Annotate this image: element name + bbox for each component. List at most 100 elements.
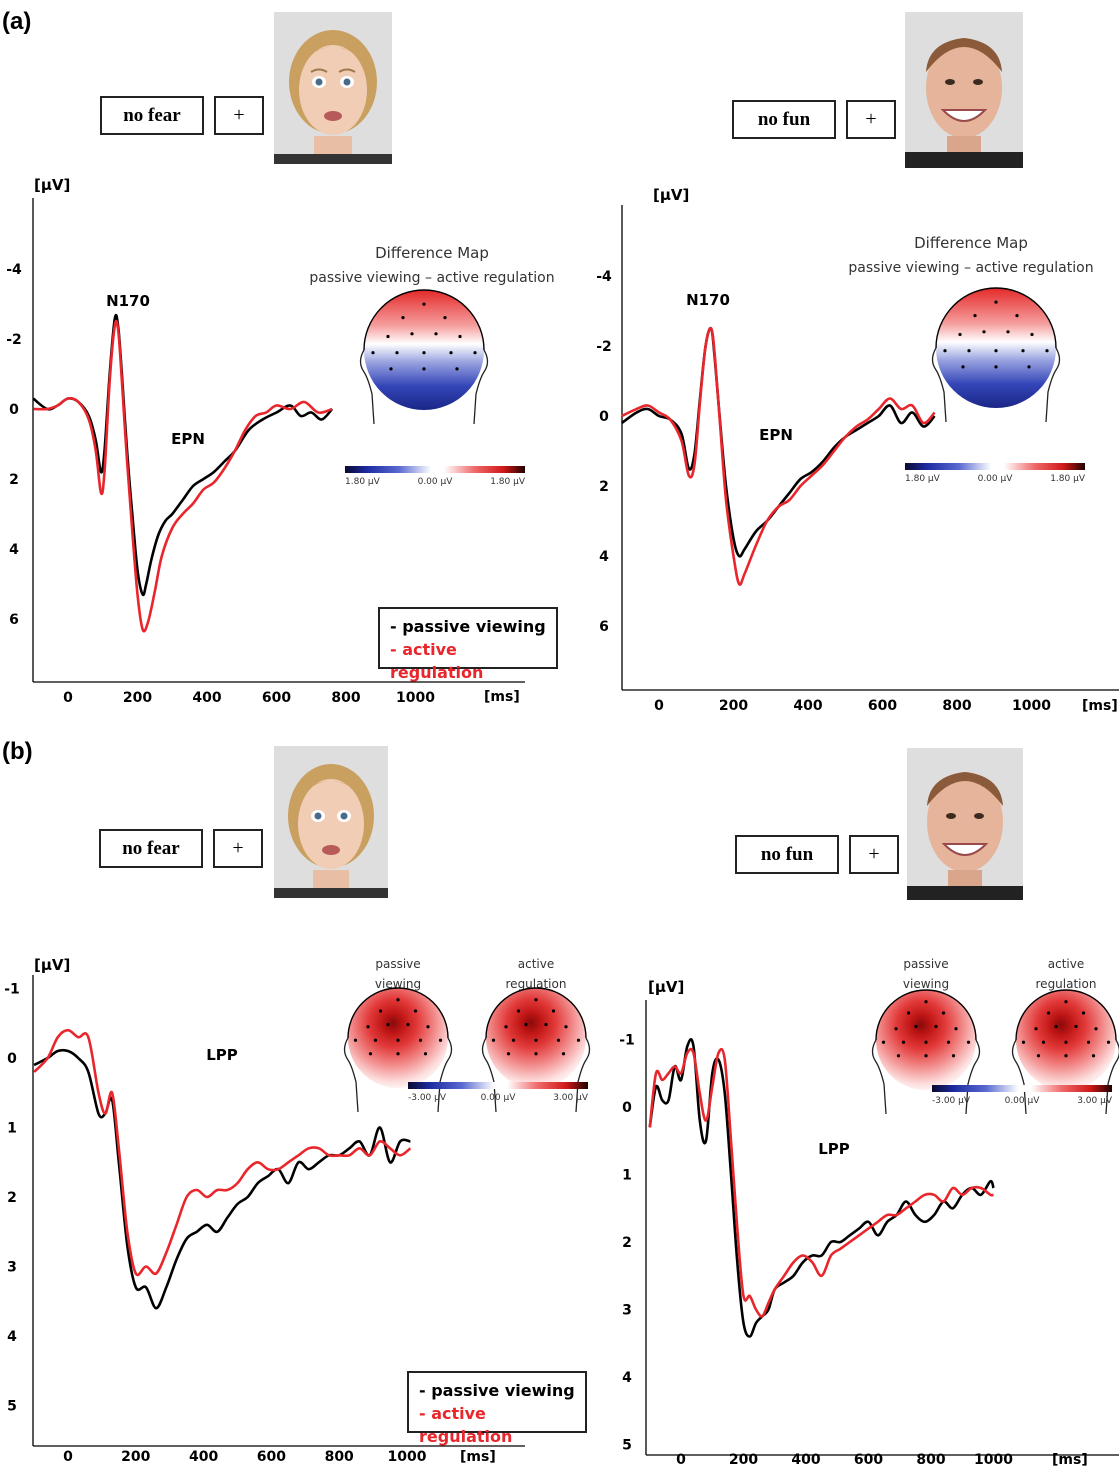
electrode-dot <box>378 1009 383 1013</box>
electrode-dot <box>994 349 998 353</box>
electrode-dot <box>353 1038 358 1042</box>
colorbar-tick-label: -3.00 µV <box>408 1093 447 1103</box>
map-label: passive <box>903 957 948 971</box>
x-tick-label: 0 <box>676 1452 686 1467</box>
electrode-dot <box>1064 1040 1068 1044</box>
y-tick-label: 6 <box>9 612 19 628</box>
electrode-dot <box>1094 1027 1098 1031</box>
ear-right <box>575 1037 591 1113</box>
difference-map-subtitle: passive viewing – active regulation <box>309 270 554 286</box>
scalp-topography <box>931 287 1061 423</box>
head-outline <box>935 287 1057 349</box>
electrode-dot <box>881 1040 886 1044</box>
head-outline <box>875 989 977 1041</box>
legend-active-label: - active regulation <box>390 640 484 682</box>
electrode-dot <box>564 1025 568 1029</box>
x-tick-label: 200 <box>123 690 152 706</box>
colorbar-tick-label: 1.80 µV <box>490 477 526 487</box>
x-tick-label: 600 <box>868 698 897 714</box>
electrode-dot <box>576 1038 581 1042</box>
electrode-dot <box>413 1009 418 1013</box>
electrode-dot <box>422 367 426 371</box>
y-tick-label: 5 <box>622 1438 632 1454</box>
electrode-dot <box>410 332 414 336</box>
ear-right <box>473 349 489 425</box>
electrode-dot <box>1021 349 1025 353</box>
electrode-dot <box>504 1025 508 1029</box>
electrode-dot <box>438 1038 443 1042</box>
ear-right <box>965 1039 981 1115</box>
x-tick-label: 0 <box>63 1449 73 1465</box>
legend-a: - passive viewing - active regulation <box>378 607 558 682</box>
map-label: passive <box>375 957 420 971</box>
electrode-dot <box>1021 1040 1026 1044</box>
scalp-topography <box>1011 989 1119 1115</box>
electrode-dot <box>901 1040 906 1044</box>
electrode-dot <box>946 1040 951 1044</box>
electrode-dot <box>943 349 947 353</box>
electrode-dot <box>396 1038 400 1042</box>
y-tick-label: 2 <box>599 479 609 495</box>
colorbar-tick-label: 3.00 µV <box>553 1093 589 1103</box>
electrode-dot <box>967 349 971 353</box>
electrode-dot <box>994 365 998 369</box>
series-line-passive <box>33 1048 411 1310</box>
ear-left <box>1011 1039 1027 1115</box>
ear-left <box>343 1037 359 1113</box>
y-tick-label: -4 <box>6 262 22 278</box>
electrode-dot <box>982 330 986 334</box>
x-tick-label: 400 <box>791 1452 820 1467</box>
y-tick-label: 1 <box>622 1168 632 1184</box>
y-tick-label: 4 <box>7 1329 17 1345</box>
y-tick-label: 0 <box>599 409 609 425</box>
erp-chart-2: -4 -2 0 2 4 6 0 200 400 600 800 1000 [ms] [μV] N170 EPN… <box>596 186 1119 714</box>
scalp-map <box>1016 990 1116 1090</box>
scalp-map <box>936 288 1056 408</box>
x-axis-label: [ms] <box>1052 1452 1088 1467</box>
x-tick-label: 600 <box>854 1452 883 1467</box>
map-label: regulation <box>1036 977 1097 991</box>
electrode-dot <box>373 1038 378 1042</box>
y-tick-label: 0 <box>7 1051 17 1067</box>
y-tick-label: 4 <box>599 549 609 565</box>
electrode-dot <box>396 998 400 1002</box>
y-tick-label: -2 <box>6 332 22 348</box>
x-tick-label: 600 <box>262 690 291 706</box>
colorbar-tick-label: 1.80 µV <box>345 477 381 487</box>
fixation-cross-a2: + <box>846 100 896 139</box>
electrode-dot <box>449 351 453 355</box>
x-tick-label: 1000 <box>388 1449 427 1465</box>
y-axis-label: [μV] <box>653 186 689 204</box>
x-axis-label: [ms] <box>1082 698 1118 714</box>
map-label: regulation <box>506 977 567 991</box>
y-tick-label: 2 <box>9 472 19 488</box>
series-line-active <box>33 319 333 633</box>
y-tick-label: 2 <box>622 1235 632 1251</box>
erp-chart-1: -4 -2 0 2 4 6 0 200 400 600 800 1000 [ms] [μV] N170 EPN… <box>6 176 554 706</box>
y-tick-label: 3 <box>7 1260 17 1276</box>
electrode-dot <box>366 1025 370 1029</box>
colorbar: 1.80 µV 0.00 µV 1.80 µV <box>345 466 526 487</box>
electrode-dot <box>1036 1054 1041 1058</box>
y-tick-label: -4 <box>596 269 612 285</box>
colorbar-bar <box>408 1082 588 1089</box>
happy-face-image <box>905 12 1023 168</box>
electrode-dot <box>1064 1054 1068 1058</box>
colorbar: -3.00 µV 0.00 µV 3.00 µV <box>932 1085 1113 1106</box>
electrode-dot <box>1015 314 1019 318</box>
component-label: N170 <box>106 292 150 310</box>
electrode-dot <box>406 1022 410 1027</box>
y-tick-label: -1 <box>4 982 20 998</box>
electrode-dot <box>368 1052 373 1056</box>
electrode-dot <box>924 1000 928 1004</box>
x-tick-label: 200 <box>729 1452 758 1467</box>
difference-map-subtitle: passive viewing – active regulation <box>848 260 1093 276</box>
electrode-dot <box>941 1011 946 1015</box>
difference-map-title: Difference Map <box>375 244 489 262</box>
cue-no-fear-a: no fear <box>100 96 204 135</box>
ear-right <box>437 1037 453 1113</box>
y-tick-label: 1 <box>7 1121 17 1137</box>
x-tick-label: 1000 <box>396 690 435 706</box>
ear-left <box>359 349 375 425</box>
